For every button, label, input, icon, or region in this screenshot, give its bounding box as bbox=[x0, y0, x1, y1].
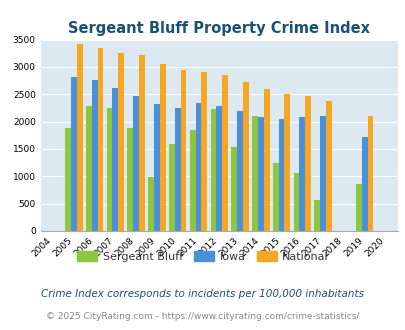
Bar bbox=[237, 111, 242, 231]
Bar bbox=[284, 94, 290, 231]
Bar bbox=[293, 173, 298, 231]
Bar bbox=[278, 119, 284, 231]
Bar bbox=[257, 117, 263, 231]
Bar bbox=[320, 115, 325, 231]
Bar bbox=[263, 89, 269, 231]
Title: Sergeant Bluff Property Crime Index: Sergeant Bluff Property Crime Index bbox=[68, 21, 369, 36]
Bar bbox=[92, 80, 97, 231]
Bar bbox=[180, 70, 186, 231]
Bar bbox=[127, 128, 133, 231]
Bar bbox=[242, 82, 248, 231]
Bar bbox=[133, 96, 139, 231]
Text: © 2025 CityRating.com - https://www.cityrating.com/crime-statistics/: © 2025 CityRating.com - https://www.city… bbox=[46, 312, 359, 321]
Bar bbox=[298, 117, 305, 231]
Bar bbox=[189, 130, 195, 231]
Bar bbox=[231, 147, 237, 231]
Bar bbox=[168, 144, 175, 231]
Bar bbox=[175, 108, 180, 231]
Bar bbox=[216, 106, 222, 231]
Bar bbox=[160, 64, 165, 231]
Bar bbox=[195, 103, 201, 231]
Bar bbox=[313, 200, 320, 231]
Bar bbox=[222, 75, 227, 231]
Bar bbox=[77, 44, 82, 231]
Bar bbox=[325, 101, 331, 231]
Bar bbox=[118, 53, 124, 231]
Legend: Sergeant Bluff, Iowa, National: Sergeant Bluff, Iowa, National bbox=[72, 247, 333, 266]
Bar bbox=[367, 115, 373, 231]
Bar bbox=[148, 178, 153, 231]
Bar bbox=[65, 128, 71, 231]
Bar bbox=[97, 49, 103, 231]
Bar bbox=[252, 115, 257, 231]
Bar bbox=[355, 184, 361, 231]
Bar bbox=[112, 88, 118, 231]
Bar bbox=[210, 109, 216, 231]
Bar bbox=[361, 138, 367, 231]
Bar bbox=[272, 163, 278, 231]
Bar bbox=[139, 55, 145, 231]
Bar bbox=[107, 108, 112, 231]
Text: Crime Index corresponds to incidents per 100,000 inhabitants: Crime Index corresponds to incidents per… bbox=[41, 289, 364, 299]
Bar bbox=[86, 106, 92, 231]
Bar bbox=[153, 104, 160, 231]
Bar bbox=[305, 96, 310, 231]
Bar bbox=[201, 72, 207, 231]
Bar bbox=[71, 77, 77, 231]
